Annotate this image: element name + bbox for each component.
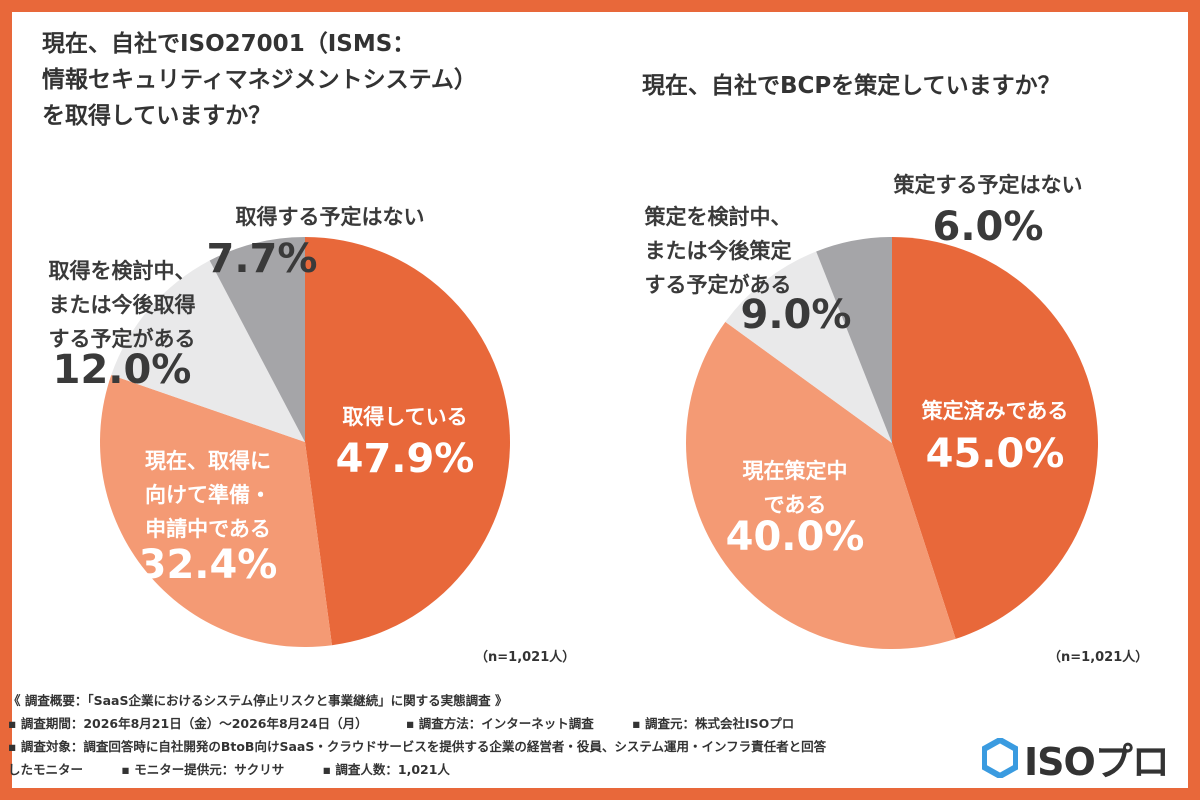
chart1-slice-1 xyxy=(305,237,510,646)
chart2-slice-3-label: 策定を検討中、 xyxy=(645,205,792,229)
chart2-slice-3-label: または今後策定 xyxy=(645,239,792,263)
chart2-slice-3 xyxy=(725,251,892,443)
chart1-slice-3-label: する予定がある xyxy=(49,327,196,351)
chart2-sample-size: （n=1,021人） xyxy=(1048,650,1149,665)
chart1-title-line: 現在、自社でISO27001（ISMS： xyxy=(42,31,416,57)
survey-meta-row: ▪ 調査期間：2026年8月21日（金）〜2026年8月24日（月） ▪ 調査方… xyxy=(8,712,978,735)
chart2-slice-1 xyxy=(892,237,1099,639)
chart1-slice-2-value: 32.4% xyxy=(139,542,278,588)
chart1-slice-4-label: 取得する予定はない xyxy=(236,205,425,229)
chart1-slice-3-value: 12.0% xyxy=(53,347,192,393)
chart2-slice-3-label: する予定がある xyxy=(645,273,792,297)
chart1-slice-4-value: 7.7% xyxy=(207,236,318,282)
chart2-slice-3-value: 9.0% xyxy=(741,292,852,338)
chart1-slice-2-label: 現在、取得に xyxy=(145,449,271,473)
chart2-slice-1-label: 策定済みである xyxy=(922,399,1069,423)
survey-provider: ▪ モニター提供元：サクリサ xyxy=(121,762,285,777)
hexagon-logo-icon xyxy=(982,738,1018,778)
chart1-slice-2-label: 申請中である xyxy=(145,517,271,541)
chart2-slice-1-value: 45.0% xyxy=(926,431,1065,477)
survey-method: ▪ 調査方法：インターネット調査 xyxy=(405,716,594,731)
chart2-question-title: 現在、自社でBCPを策定していますか？ xyxy=(642,68,1162,104)
chart2-slice-2-value: 40.0% xyxy=(726,514,865,560)
chart1-slice-3-label: または今後取得 xyxy=(49,293,196,317)
chart2-title-line: 現在、自社でBCPを策定していますか？ xyxy=(642,73,1061,99)
chart2-slice-4 xyxy=(816,237,892,443)
survey-period: ▪ 調査期間：2026年8月21日（金）〜2026年8月24日（月） xyxy=(8,716,368,731)
chart1-slice-1-value: 47.9% xyxy=(336,436,475,482)
chart1-slice-4 xyxy=(209,237,305,442)
brand-logo: ISOプロ xyxy=(982,735,1170,784)
chart1-title-line: を取得していますか？ xyxy=(42,103,272,129)
chart1-slice-2 xyxy=(100,374,332,648)
chart2-slice-2-label: である xyxy=(764,493,827,517)
survey-target-cont: したモニター xyxy=(8,762,84,777)
chart1-slice-2-label: 向けて準備・ xyxy=(145,483,271,507)
survey-heading: 《 調査概要：「SaaS企業におけるシステム停止リスクと事業継続」に関する実態調… xyxy=(8,693,508,708)
chart2-slice-2-label: 現在策定中 xyxy=(743,459,848,483)
chart1-slice-3 xyxy=(111,260,305,442)
chart1-sample-size: （n=1,021人） xyxy=(475,650,576,665)
chart1-title-line: 情報セキュリティマネジメントシステム） xyxy=(42,67,477,93)
chart2-slice-4-value: 6.0% xyxy=(933,204,1044,250)
chart1-question-title: 現在、自社でISO27001（ISMS： 情報セキュリティマネジメントシステム）… xyxy=(42,26,602,134)
chart2-slice-2 xyxy=(686,321,956,650)
survey-target: ▪ 調査対象：調査回答時に自社開発のBtoB向けSaaS・クラウドサービスを提供… xyxy=(8,739,827,754)
survey-overview: 《 調査概要：「SaaS企業におけるシステム停止リスクと事業継続」に関する実態調… xyxy=(8,689,978,781)
brand-logo-text: ISOプロ xyxy=(1024,739,1170,784)
survey-meta-row-2: したモニター ▪ モニター提供元：サクリサ ▪ 調査人数：1,021人 xyxy=(8,758,978,781)
survey-count: ▪ 調査人数：1,021人 xyxy=(322,762,450,777)
chart2-slice-4-label: 策定する予定はない xyxy=(894,173,1083,197)
chart1-slice-1-label: 取得している xyxy=(342,405,467,429)
survey-source: ▪ 調査元：株式会社ISOプロ xyxy=(632,716,795,731)
chart1-slice-3-label: 取得を検討中、 xyxy=(49,259,196,283)
